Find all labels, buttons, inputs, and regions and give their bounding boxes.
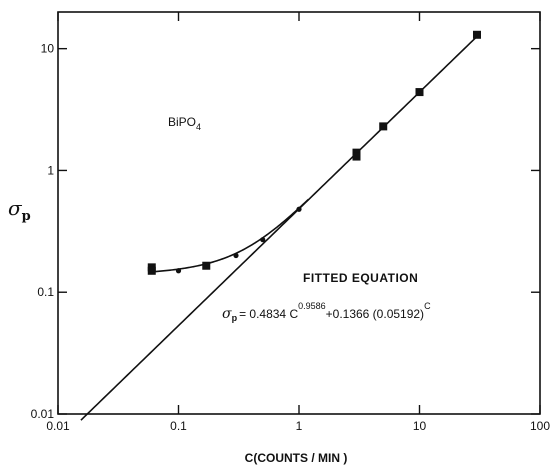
fitted-curve (151, 198, 310, 273)
data-point-square (202, 261, 211, 270)
x-tick-label: 0.1 (170, 419, 187, 433)
data-point-square (472, 30, 481, 39)
y-tick-label: 0.01 (31, 407, 55, 421)
axis-tick-labels: 0.01 0.1 1 10 100 0.01 0.1 1 10 (31, 42, 551, 433)
data-point-square (415, 88, 424, 97)
data-point-dot (260, 237, 266, 243)
data-point-dot (233, 252, 239, 259)
data-point-square (352, 152, 361, 161)
x-axis-label: C(COUNTS / MIN ) (245, 451, 348, 465)
y-tick-label: 10 (41, 42, 55, 56)
x-tick-label: 0.01 (46, 419, 70, 433)
x-tick-label: 1 (296, 419, 303, 433)
x-tick-label: 10 (413, 419, 427, 433)
data-point-dot (296, 206, 302, 212)
data-point-dot (175, 268, 182, 274)
data-point-square (379, 122, 388, 131)
y-tick-label: 1 (47, 163, 54, 177)
fitted-equation: σp = 0.4834 C0.9586+0.1366 (0.05192)C (222, 301, 431, 323)
y-tick-label: 0.1 (37, 285, 54, 299)
compound-label: BiPO4 (168, 115, 201, 132)
y-axis-label: σp (8, 196, 31, 224)
axis-ticks (57, 12, 541, 415)
x-tick-label: 100 (530, 419, 550, 433)
equation-heading: FITTED EQUATION (303, 271, 418, 285)
plot-frame (57, 11, 541, 415)
data-markers (147, 30, 481, 275)
asymptote-line (80, 35, 478, 421)
data-point-square (147, 266, 156, 275)
